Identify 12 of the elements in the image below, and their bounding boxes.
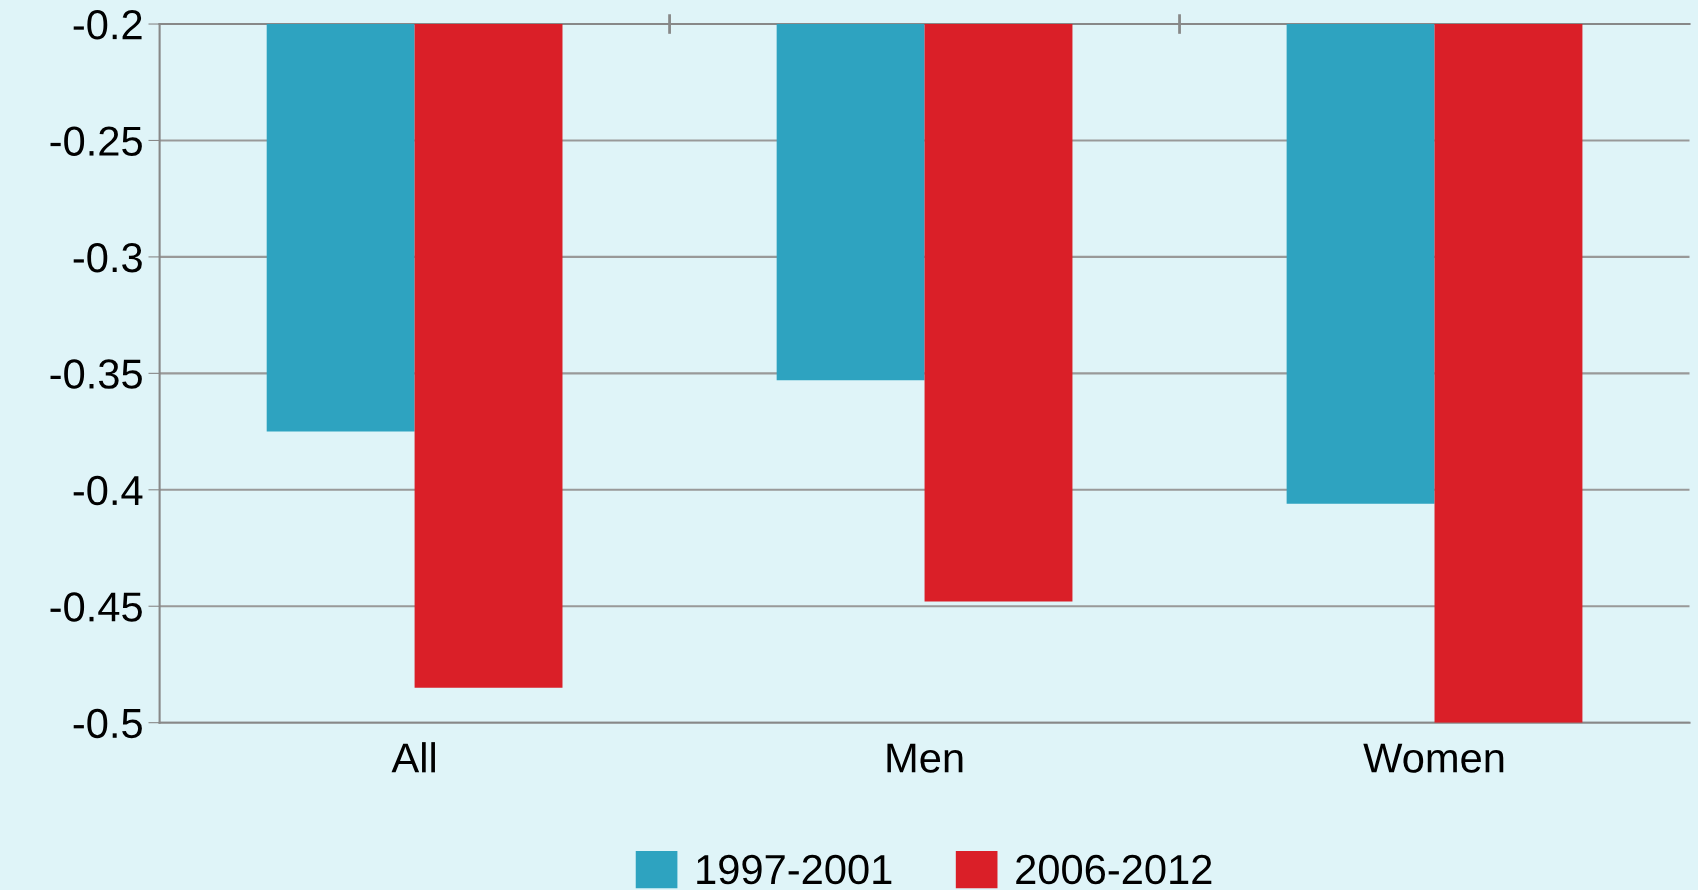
x-tick-label: Women xyxy=(1363,743,1504,773)
y-tick-label: -0.5 xyxy=(73,708,142,739)
y-tick-label: -0.25 xyxy=(50,126,142,156)
y-tick-label: -0.2 xyxy=(73,10,142,40)
y-tick-label: -0.4 xyxy=(73,475,143,506)
legend-label: 1997-2001 xyxy=(697,854,892,885)
y-tick-label: -0.3 xyxy=(73,242,142,273)
x-tick-label: All xyxy=(391,742,435,773)
legend-label: 2006-2012 xyxy=(1016,854,1212,885)
y-tick-label: -0.45 xyxy=(50,592,142,622)
x-tick-label: Men xyxy=(887,743,963,773)
y-tick-label: -0.35 xyxy=(50,359,142,389)
